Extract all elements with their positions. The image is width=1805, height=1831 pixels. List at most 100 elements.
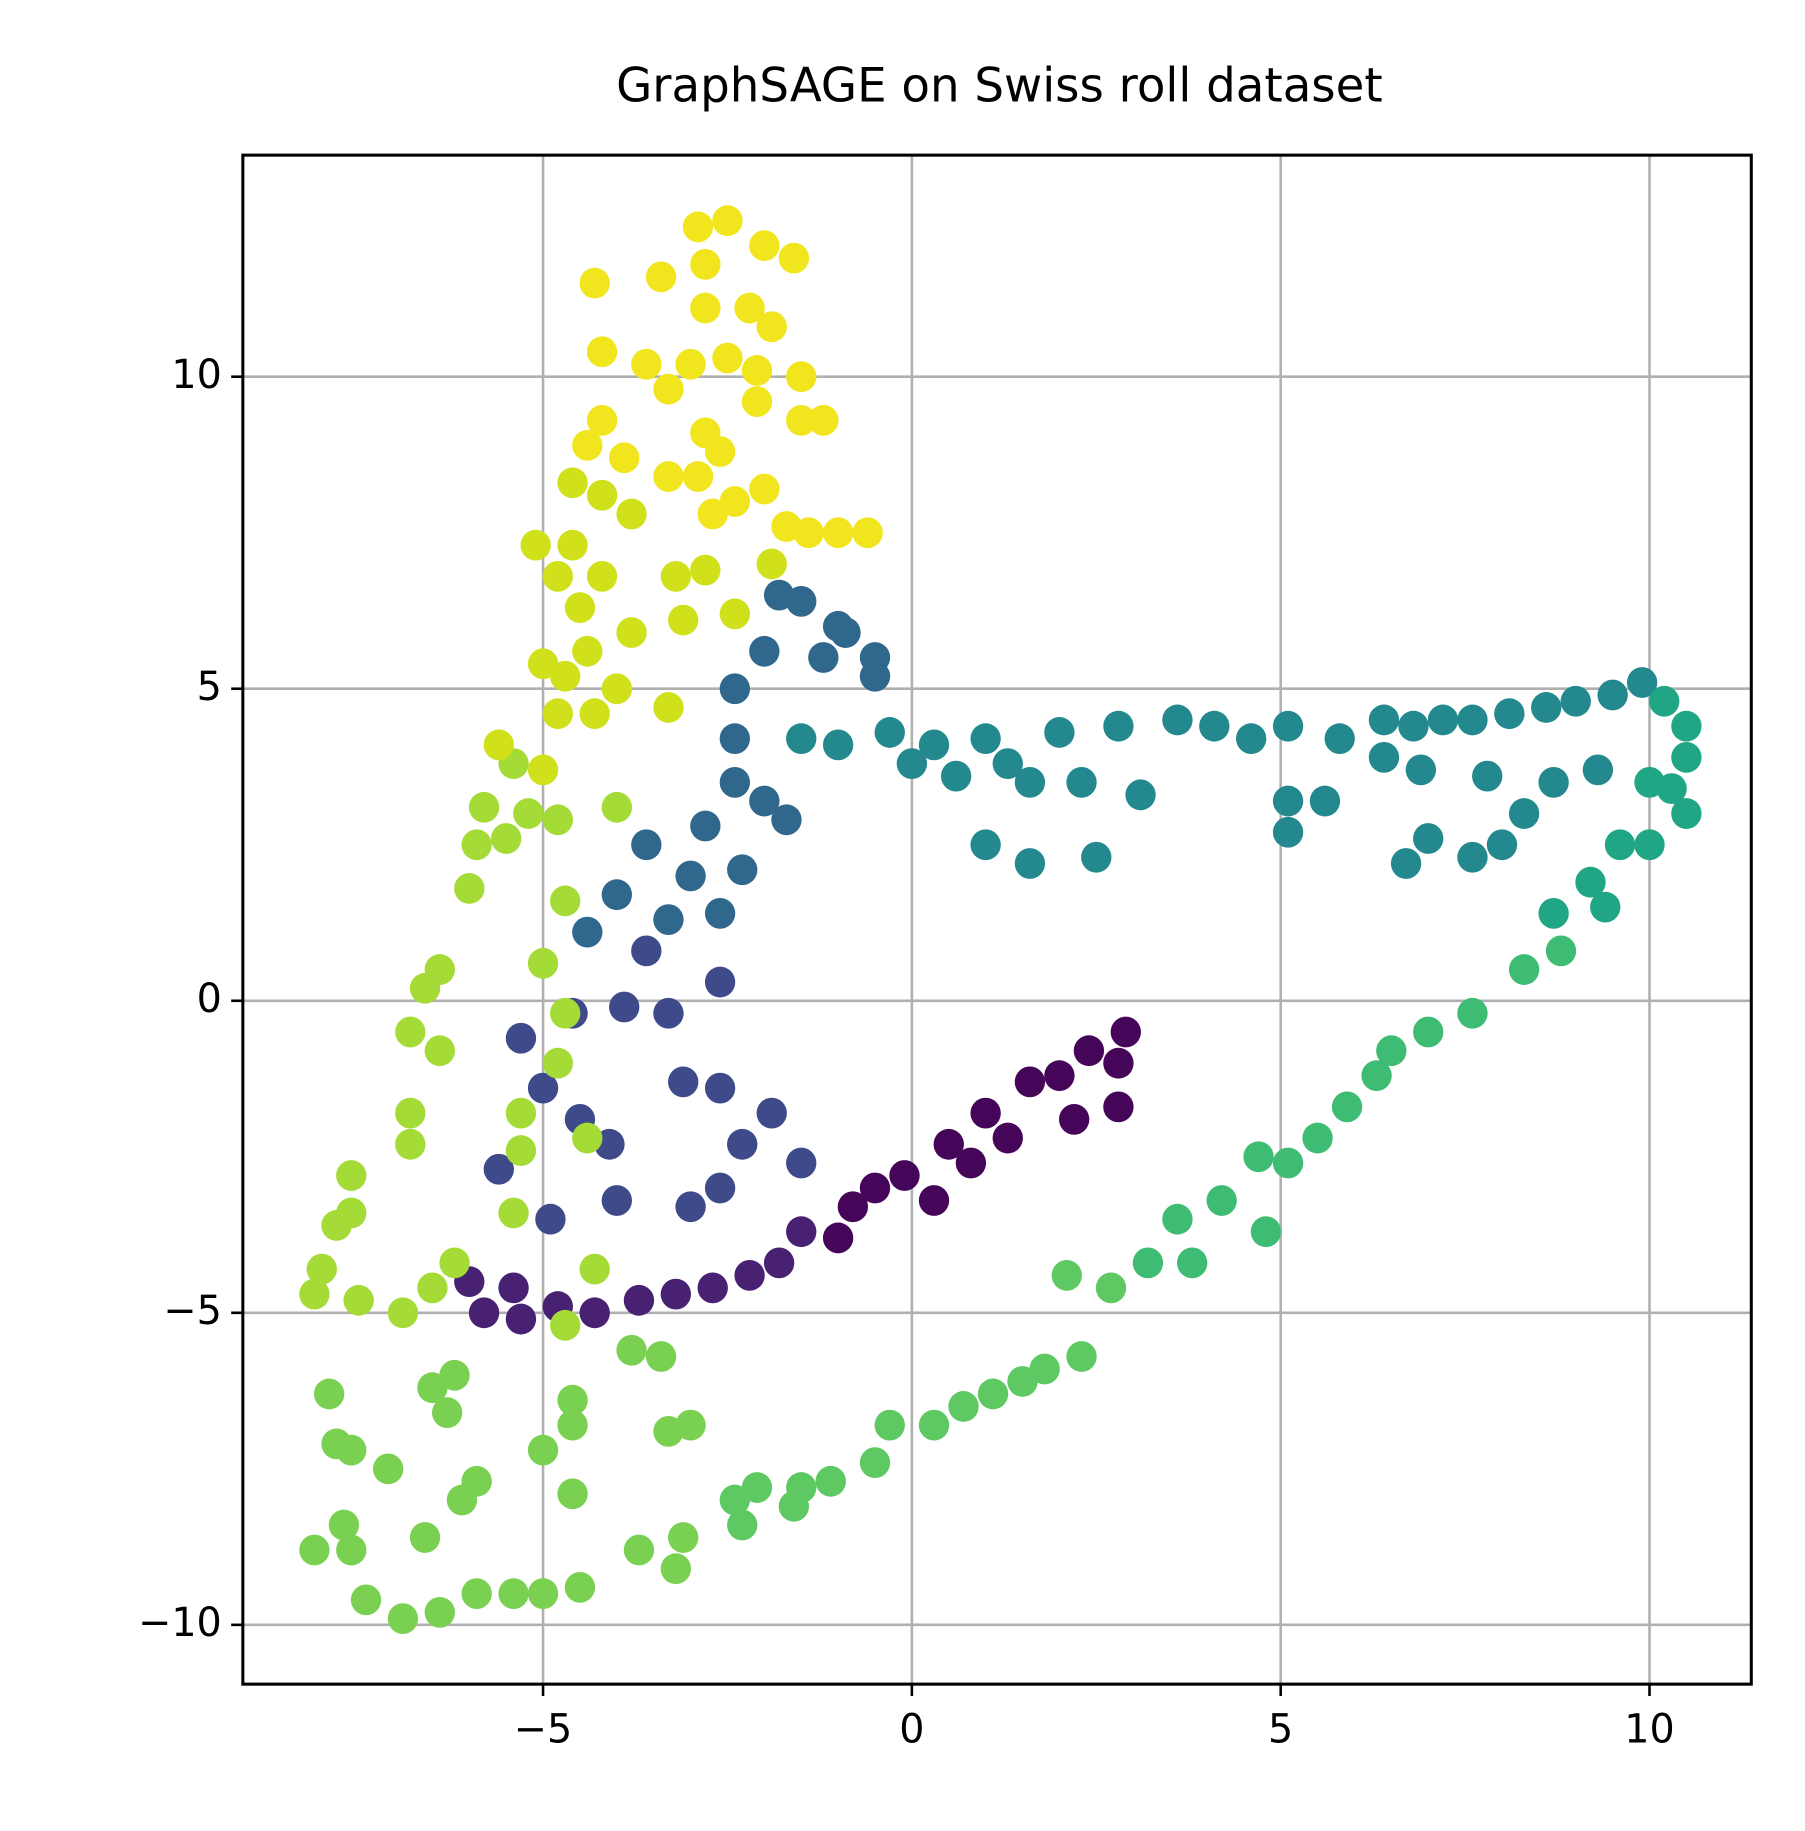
point [1472,760,1503,792]
point [1671,741,1702,773]
point [970,829,1001,861]
point [535,1203,566,1235]
point [822,729,854,761]
point [609,991,640,1023]
point [586,404,618,436]
point [1398,710,1429,742]
point [786,361,817,393]
point [1132,1247,1164,1279]
point [771,804,802,836]
point [505,1303,537,1335]
point [1376,1035,1407,1067]
point [1538,766,1569,798]
point [550,885,581,917]
point [786,1147,817,1179]
point [1361,1060,1392,1092]
point [498,1197,529,1229]
point [1413,823,1444,854]
point [749,473,780,505]
point [601,1185,633,1216]
point [948,1391,979,1422]
point [1125,779,1156,811]
point [653,904,684,936]
point [1309,785,1341,817]
point [616,1334,647,1366]
point [830,617,861,648]
point [1014,1066,1046,1098]
point [557,1478,588,1510]
point [668,1522,699,1553]
point [1538,898,1569,929]
point [424,954,455,985]
point [719,1484,751,1516]
point [874,717,905,748]
point [372,1453,404,1485]
point [859,1447,891,1478]
point [1250,1216,1282,1248]
point [756,1097,787,1129]
point [572,916,603,948]
point [1236,723,1267,755]
point [328,1509,360,1541]
point [1044,1060,1075,1092]
point [786,585,817,617]
point [933,1128,964,1160]
point [778,1490,810,1522]
point [387,1603,419,1635]
point [417,1272,448,1304]
point [682,211,714,243]
point [505,1097,537,1129]
point [631,348,662,380]
point [1649,685,1680,717]
point [1206,1185,1237,1216]
point [1545,935,1577,967]
point [653,373,684,405]
point [815,1465,846,1497]
point [704,436,736,467]
point [520,529,551,561]
point [461,829,492,861]
point [1508,798,1540,829]
point [609,442,640,474]
point [1634,829,1665,861]
point [704,1072,736,1104]
point [793,517,824,549]
point [690,554,721,586]
point [336,1160,367,1191]
point [586,479,618,511]
point [808,642,839,673]
point [505,1022,537,1054]
point [431,1397,463,1429]
point [660,561,692,592]
point [690,248,721,280]
point [1457,841,1488,873]
point [424,1596,455,1628]
point [977,1378,1009,1410]
point [631,935,662,967]
point [1051,1259,1082,1291]
point [395,1097,426,1129]
point [498,1578,529,1610]
axes-frame [241,153,1753,1686]
point [1597,679,1628,711]
point [859,1172,891,1204]
point [1427,704,1459,736]
point [557,467,588,499]
point [786,1216,817,1248]
point [542,1047,573,1079]
point [1368,704,1400,736]
point [970,1097,1001,1129]
point [1331,1091,1363,1123]
point [1368,741,1400,773]
point [704,1172,736,1204]
point [719,598,751,630]
point [992,1122,1023,1154]
point [1324,723,1355,755]
point [616,617,647,648]
point [601,879,633,911]
point [1604,829,1636,861]
point [1272,816,1304,848]
point [653,997,684,1029]
